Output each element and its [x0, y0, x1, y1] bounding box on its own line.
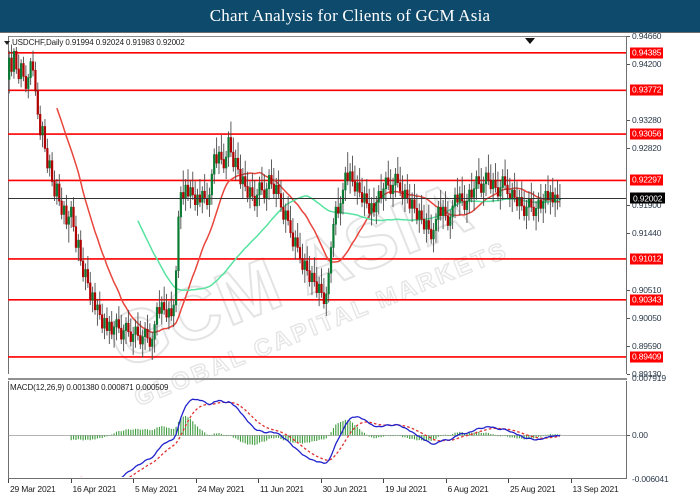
date-axis-label: 24 May 2021: [197, 484, 245, 494]
price-axis-tick-label: 0.90050: [632, 312, 662, 323]
date-axis-label: 16 Apr 2021: [72, 484, 117, 494]
macd-left-axis: [8, 381, 9, 479]
date-axis-tick: [508, 479, 509, 483]
axis-tick: [627, 148, 630, 150]
date-axis-tick: [195, 479, 197, 483]
date-axis-tick: [445, 479, 447, 483]
axis-tick: [627, 435, 630, 437]
price-axis-tick-label: 0.92820: [632, 143, 662, 154]
macd-bottom-axis-label: -0.006041: [632, 474, 669, 484]
date-axis-tick: [570, 479, 572, 483]
macd-plot: [8, 398, 626, 477]
date-axis-tick: [258, 479, 259, 483]
date-axis: 29 Mar 2021 16 Apr 2021 5 May 2021 24 May 2…: [0, 479, 700, 500]
date-axis-label: 25 Aug 2021: [510, 484, 556, 494]
macd-bottom-border: [8, 478, 627, 479]
date-axis-tick: [320, 479, 322, 483]
price-plot: [8, 44, 626, 360]
axis-tick: [627, 204, 630, 206]
date-axis-label: 6 Aug 2021: [447, 484, 489, 494]
axis-tick: [627, 374, 630, 375]
date-axis-label: 5 May 2021: [135, 484, 178, 494]
date-axis-label: 29 Mar 2021: [10, 484, 56, 494]
chart-frame: GCM ASIA GLOBAL CAPITAL MARKETS USDCHF,D…: [0, 31, 700, 500]
title-bar: Chart Analysis for Clients of GCM Asia: [0, 0, 700, 32]
price-axis-tick-label: 0.91900: [632, 200, 662, 210]
macd-main-line: [71, 398, 560, 477]
price-axis-tick-label: 0.94200: [632, 59, 662, 70]
chart-top-marker-icon: [525, 38, 535, 44]
page-title: Chart Analysis for Clients of GCM Asia: [209, 6, 491, 25]
macd-indicator-label: MACD(12,26,9) 0.001380 0.000871 0.000509: [10, 383, 169, 392]
macd-histogram: [70, 415, 561, 446]
date-axis-tick: [70, 479, 72, 483]
price-axis-tick-label: 0.89590: [632, 340, 662, 351]
price-level-label[interactable]: 0.89409: [630, 351, 664, 363]
pane-divider: [8, 378, 627, 380]
price-level-label[interactable]: 0.93772: [630, 84, 664, 96]
symbol-ohlc-label: USDCHF,Daily 0.91994 0.92024 0.91983 0.9…: [12, 38, 185, 47]
price-axis-tick-label: 0.93280: [632, 115, 662, 126]
date-axis-tick: [8, 479, 9, 483]
price-axis-tick-label: 0.89130: [632, 369, 662, 379]
date-axis-label: 11 Jun 2021: [260, 484, 304, 494]
macd-chart-pane[interactable]: [8, 381, 626, 477]
price-left-axis: [8, 36, 9, 374]
axis-tick: [627, 317, 630, 319]
date-axis-label: 19 Jul 2021: [385, 484, 427, 494]
price-right-axis: [626, 36, 627, 374]
price-axis-tick-label: 0.91440: [632, 227, 662, 238]
price-level-label[interactable]: 0.93056: [630, 128, 664, 140]
axis-tick: [627, 289, 630, 291]
price-level-label[interactable]: 0.94385: [630, 47, 664, 59]
axis-tick: [627, 345, 630, 347]
price-level-label[interactable]: 0.92297: [630, 174, 664, 186]
ma-fast-line: [56, 107, 560, 334]
axis-tick: [627, 36, 630, 37]
axis-tick: [627, 232, 630, 234]
axis-tick: [627, 120, 630, 122]
axis-tick: [627, 64, 630, 66]
date-axis-label: 30 Jun 2021: [322, 484, 368, 494]
ma-slow-line: [137, 195, 561, 292]
current-price-label[interactable]: 0.92002: [630, 192, 666, 204]
macd-signal-line: [80, 401, 560, 477]
price-pane-top-border: [8, 36, 627, 37]
price-level-label[interactable]: 0.90343: [630, 294, 664, 306]
macd-top-axis-label: 0.007919: [632, 373, 666, 383]
macd-right-axis: [626, 381, 627, 479]
date-axis-label: 13 Sep 2021: [572, 484, 619, 494]
price-level-label[interactable]: 0.91012: [630, 253, 664, 265]
price-axis-tick-label: 0.90510: [632, 284, 662, 295]
date-axis-tick: [383, 479, 384, 483]
macd-zero-axis-label: 0.00: [632, 430, 648, 441]
candlestick-series: [8, 44, 562, 360]
price-axis-tick-label: 0.94660: [632, 31, 662, 41]
chevron-down-icon[interactable]: [4, 41, 10, 45]
date-axis-tick: [133, 479, 134, 483]
price-chart-pane[interactable]: [8, 36, 626, 374]
